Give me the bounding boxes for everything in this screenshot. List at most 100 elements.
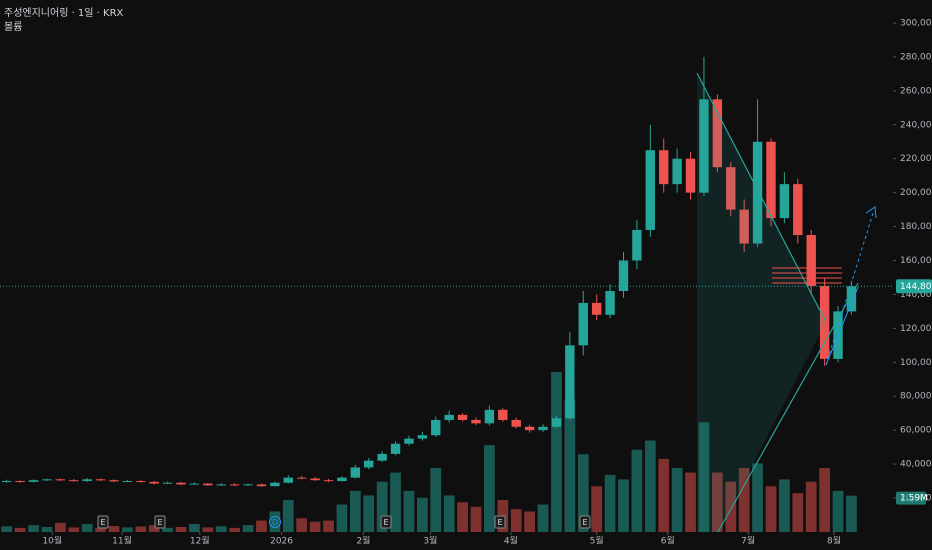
candle-body xyxy=(524,426,535,431)
y-tick-label: 260,000 xyxy=(900,86,932,96)
volume-bar xyxy=(711,472,723,532)
candle-body xyxy=(806,235,816,286)
candle-body xyxy=(310,478,320,481)
event-label: E xyxy=(497,518,502,527)
last-volume-label: 1.59M xyxy=(900,494,928,504)
candle-body xyxy=(2,481,12,483)
volume-bar xyxy=(792,493,804,532)
volume-bar xyxy=(28,525,39,532)
volume-bar xyxy=(537,504,549,532)
volume-bar xyxy=(644,440,656,532)
price-axis xyxy=(893,0,932,550)
volume-bar xyxy=(725,481,737,532)
volume-bar xyxy=(631,449,643,532)
volume-bar xyxy=(671,468,683,532)
volume-bar xyxy=(484,445,495,532)
candle-body xyxy=(457,414,468,420)
x-tick-label: 7월 xyxy=(741,535,755,547)
y-tick-label: 160,000 xyxy=(900,256,932,266)
candle-body xyxy=(404,438,414,444)
event-badge xyxy=(494,515,506,529)
y-tick-label: 280,000 xyxy=(900,52,932,62)
candle-body xyxy=(95,479,106,481)
volume-bar xyxy=(148,525,160,532)
y-tick-label: 180,000 xyxy=(900,222,932,232)
volume-bar xyxy=(551,372,562,532)
candle-body xyxy=(283,477,293,483)
event-badge xyxy=(380,515,392,529)
candle-body xyxy=(55,479,66,481)
event-badge xyxy=(269,516,281,528)
volume-bar xyxy=(618,479,629,532)
candle-body xyxy=(69,480,79,482)
volume-bar xyxy=(510,509,522,532)
y-tick-label: 40,000 xyxy=(900,460,932,470)
candle-body xyxy=(203,483,213,486)
candle-body xyxy=(591,302,602,315)
event-badge xyxy=(154,515,166,529)
volume-bar xyxy=(229,527,241,532)
candle-body xyxy=(149,481,159,484)
x-tick-label: 3월 xyxy=(423,535,437,547)
candle-body xyxy=(364,460,374,468)
candle-body xyxy=(444,414,454,420)
event-label: E xyxy=(100,518,105,527)
y-tick-label: 60,000 xyxy=(900,426,932,436)
candle-body xyxy=(726,167,736,210)
y-tick-label: 300,000 xyxy=(900,19,932,29)
candle-body xyxy=(498,409,508,420)
y-tick-label: 140,000 xyxy=(900,290,932,300)
candle-body xyxy=(752,141,763,244)
volume-bar xyxy=(363,495,375,532)
candle-body xyxy=(565,345,575,419)
candle-body xyxy=(42,479,52,481)
volume-bar xyxy=(685,472,696,532)
candle-body xyxy=(605,291,615,315)
candle-body xyxy=(511,419,521,427)
candle-body xyxy=(618,260,629,292)
candle-body xyxy=(538,426,548,431)
volume-bar xyxy=(403,490,415,532)
volume-bar xyxy=(846,495,857,532)
candle-body xyxy=(846,286,857,312)
candle-body xyxy=(672,158,682,185)
volume-bar xyxy=(175,526,187,532)
candle-body xyxy=(229,484,240,486)
candle-body xyxy=(189,483,200,485)
volume-bar xyxy=(309,521,321,532)
y-tick-label: 100,000 xyxy=(900,358,932,368)
x-tick-label: 6월 xyxy=(661,535,675,547)
volume-bar xyxy=(215,526,227,532)
x-tick-label: 11월 xyxy=(112,535,132,547)
volume-bar xyxy=(162,527,173,532)
projection-line xyxy=(825,286,859,366)
drawings xyxy=(696,72,877,533)
candle-body xyxy=(82,479,92,482)
candle-body xyxy=(216,484,226,486)
candle-body xyxy=(417,435,428,439)
volume-bar xyxy=(376,481,388,532)
candle-body xyxy=(28,480,39,482)
arrow-head xyxy=(865,206,877,219)
volume-bar xyxy=(296,518,308,532)
volume-bar xyxy=(135,526,147,532)
volume-bar xyxy=(14,527,26,532)
volume-bar xyxy=(54,522,66,532)
volume-bar xyxy=(269,511,281,532)
candle-body xyxy=(632,229,642,261)
volume-bar xyxy=(765,486,777,532)
y-tick-label: 120,000 xyxy=(900,324,932,334)
volume-bar xyxy=(524,511,535,532)
x-tick-label: 8월 xyxy=(827,535,841,547)
volume-bar xyxy=(577,454,589,532)
candle-body xyxy=(699,99,709,193)
candle-body xyxy=(645,150,656,230)
candle-body xyxy=(350,467,361,478)
candle-body xyxy=(323,480,334,482)
candle-body xyxy=(136,481,146,483)
volume-bar xyxy=(41,526,53,532)
candle-body xyxy=(296,477,307,479)
candle-body xyxy=(122,481,133,483)
volume-bar xyxy=(68,527,80,532)
